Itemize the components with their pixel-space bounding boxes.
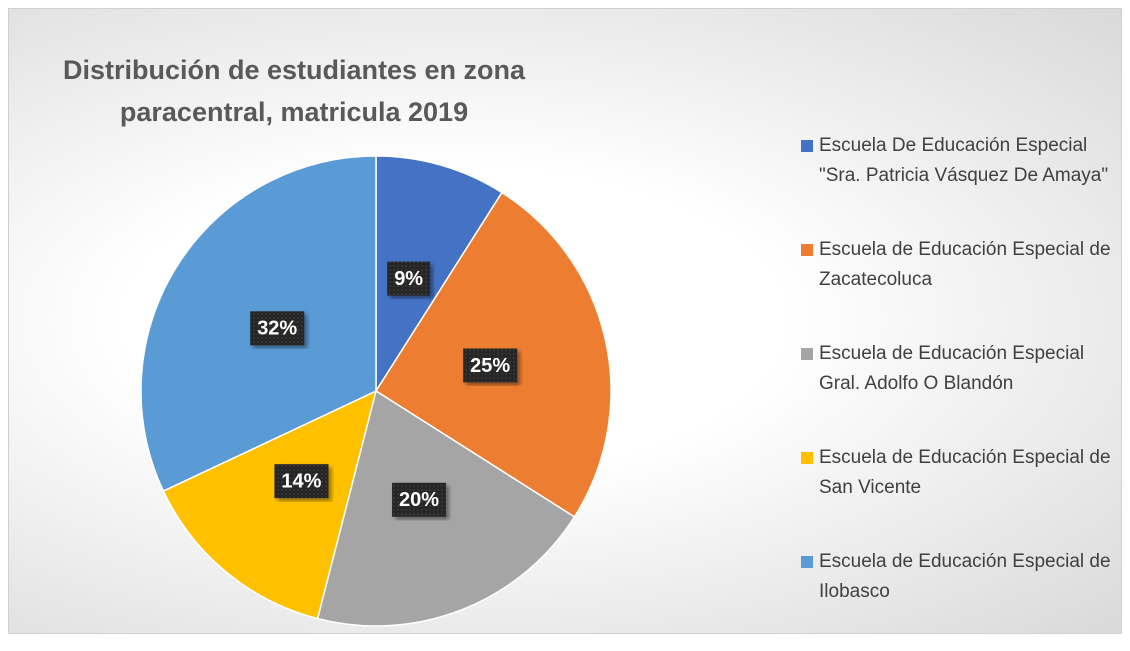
legend: Escuela De Educación Especial "Sra. Patr…: [801, 131, 1121, 651]
legend-swatch: [801, 244, 813, 256]
plot: 9% 25% 20% 14% 32%: [140, 155, 612, 627]
chart: 9% 25% 20% 14% 32% Distribución de estudiant…: [8, 8, 1122, 634]
legend-item: Escuela de Educación Especial de Ilobasc…: [801, 547, 1121, 651]
data-label: 14%: [274, 464, 329, 499]
data-label: 9%: [387, 261, 431, 296]
data-label-text: 14%: [281, 470, 321, 492]
legend-swatch: [801, 556, 813, 568]
data-label-text: 9%: [394, 268, 423, 290]
data-label-box: [387, 261, 431, 296]
data-label-text: 20%: [399, 489, 439, 511]
data-label-box: [250, 311, 305, 346]
pie-slice: [162, 389, 378, 620]
legend-label: Escuela de Educación Especial de Ilobasc…: [819, 551, 1111, 602]
legend-label: Escuela de Educación Especial de Zacatec…: [819, 239, 1111, 290]
data-label: 20%: [392, 482, 447, 517]
data-label-box: [463, 348, 518, 383]
chart-title: Distribución de estudiantes en zona para…: [62, 55, 526, 127]
legend-item: Escuela de Educación Especial de Zacatec…: [801, 235, 1121, 339]
pie-slice: [375, 155, 503, 394]
legend-swatch: [801, 348, 813, 360]
legend-item: Escuela de Educación Especial Gral. Adol…: [801, 339, 1121, 443]
legend-item: Escuela de Educación Especial de San Vic…: [801, 443, 1121, 547]
data-label: 32%: [250, 311, 305, 346]
data-label-box: [392, 482, 447, 517]
legend-swatch: [801, 452, 813, 464]
legend-label: Escuela de Educación Especial Gral. Adol…: [819, 343, 1085, 394]
data-label-text: 25%: [470, 355, 510, 377]
data-label-text: 32%: [257, 318, 297, 340]
legend-swatch: [801, 140, 813, 152]
data-label: 25%: [463, 348, 518, 383]
legend-item: Escuela De Educación Especial "Sra. Patr…: [801, 131, 1121, 235]
legend-label: Escuela De Educación Especial "Sra. Patr…: [819, 135, 1109, 186]
data-label-box: [274, 464, 329, 499]
legend-label: Escuela de Educación Especial de San Vic…: [819, 447, 1111, 498]
